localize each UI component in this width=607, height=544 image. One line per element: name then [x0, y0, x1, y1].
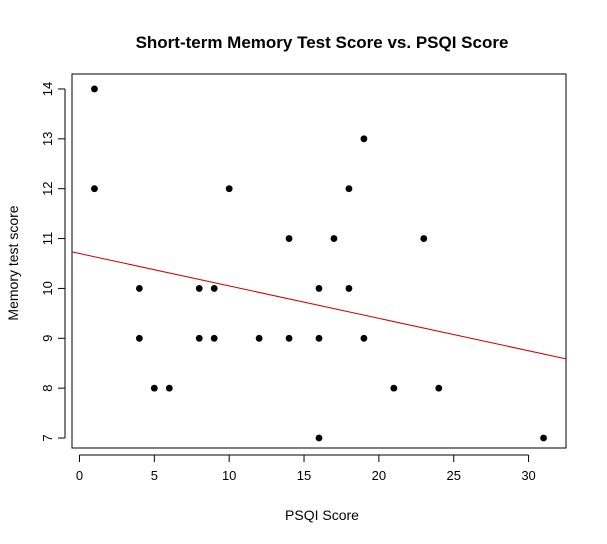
data-point: [540, 434, 547, 442]
data-point: [435, 384, 443, 392]
y-tick-label: 14: [40, 82, 55, 96]
data-point: [390, 384, 398, 392]
x-axis: 0 5 10 15 20 25 30: [76, 454, 536, 483]
data-point: [91, 85, 98, 93]
data-point: [150, 384, 158, 392]
x-tick-label: 15: [297, 468, 311, 483]
data-point: [315, 334, 323, 342]
data-point: [315, 285, 323, 292]
y-tick-label: 12: [40, 181, 55, 195]
data-point: [135, 334, 143, 342]
y-tick-label: 11: [40, 232, 55, 246]
x-tick-label: 25: [446, 468, 460, 483]
data-points: [91, 85, 547, 442]
y-axis-label: Memory test score: [5, 205, 21, 320]
data-point: [225, 185, 233, 193]
x-axis-label: PSQI Score: [285, 507, 359, 523]
data-point: [360, 135, 368, 143]
data-point: [315, 434, 323, 442]
chart-title: Short-term Memory Test Score vs. PSQI Sc…: [136, 33, 509, 52]
data-point: [165, 384, 173, 392]
x-tick-label: 30: [521, 468, 535, 483]
data-point: [330, 235, 338, 242]
y-tick-label: 9: [40, 335, 55, 342]
data-point: [135, 285, 143, 292]
plot-frame: [71, 73, 567, 449]
regression-line: [71, 251, 567, 360]
x-tick-label: 0: [76, 468, 83, 483]
data-point: [195, 285, 203, 292]
data-point: [420, 235, 428, 242]
data-point: [210, 285, 218, 292]
y-tick-label: 13: [40, 132, 55, 146]
data-point: [255, 334, 263, 342]
data-point: [285, 235, 293, 242]
y-tick-label: 10: [40, 281, 55, 295]
data-point: [345, 285, 353, 292]
data-point: [210, 334, 218, 342]
y-tick-label: 8: [40, 385, 55, 392]
data-point: [195, 334, 203, 342]
x-tick-label: 20: [372, 468, 386, 483]
y-axis: 7 8 9 10 11 12 13 14: [40, 82, 66, 442]
y-tick-label: 7: [40, 434, 55, 441]
data-point: [285, 334, 293, 342]
data-point: [360, 334, 368, 342]
x-tick-label: 10: [222, 468, 236, 483]
x-tick-label: 5: [151, 468, 158, 483]
data-point: [91, 185, 98, 193]
data-point: [345, 185, 353, 193]
